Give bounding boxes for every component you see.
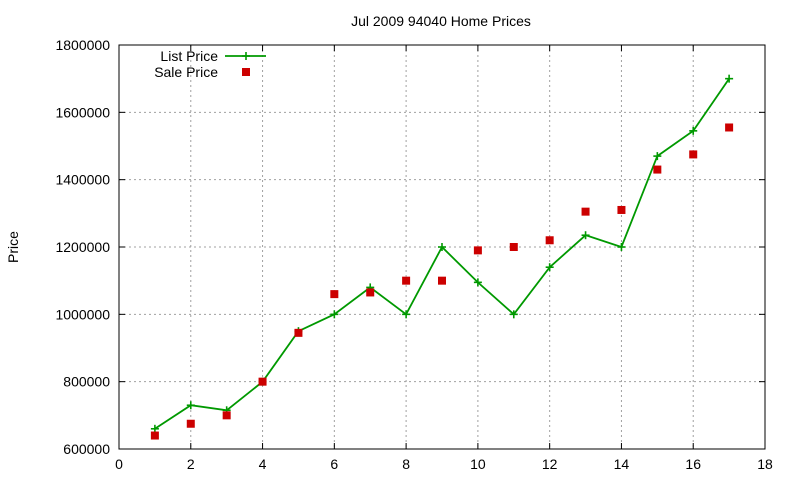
x-tick-label: 8 (402, 456, 410, 472)
plot-frame (118, 44, 766, 450)
list-price-point (617, 243, 626, 251)
series-1 (150, 123, 734, 440)
list-price-point (581, 231, 590, 240)
list-price-point (473, 278, 482, 287)
legend-label: Sale Price (154, 64, 218, 80)
x-tick-label: 4 (259, 456, 267, 472)
sale-price-point (222, 411, 231, 420)
sale-price-point (509, 243, 518, 251)
sale-price-point (294, 328, 303, 337)
y-tick-label: 600000 (63, 441, 110, 457)
sale-price-point (366, 288, 375, 297)
y-tick-label: 1600000 (55, 104, 110, 120)
x-tick-label: 18 (757, 456, 773, 472)
y-tick-label: 1400000 (55, 172, 110, 188)
series (150, 74, 734, 440)
legend-label: List Price (160, 48, 218, 64)
list-price-point (150, 424, 159, 433)
sale-price-point (438, 276, 446, 285)
sale-price-point (186, 419, 195, 428)
list-price-point (186, 401, 195, 410)
list-price-point (545, 263, 554, 272)
x-tick-label: 16 (685, 456, 701, 472)
series-0 (150, 74, 734, 433)
list-price-line (154, 78, 730, 430)
y-tick-label: 1000000 (55, 306, 110, 322)
sale-price-point (689, 150, 698, 159)
sale-price-point (258, 377, 267, 386)
legend-square-swatch (242, 68, 250, 76)
list-price-point (725, 74, 734, 83)
sale-price-point (545, 236, 554, 245)
legend-cross-swatch (242, 52, 250, 60)
list-price-point (653, 152, 662, 161)
list-price-point (438, 243, 446, 251)
sale-price-point (581, 207, 590, 216)
x-tick-label: 10 (470, 456, 486, 472)
sale-price-point (653, 165, 662, 174)
x-tick-label: 2 (187, 456, 195, 472)
list-price-point (509, 310, 518, 319)
y-tick-label: 1200000 (55, 239, 110, 255)
x-tick-label: 12 (542, 456, 558, 472)
y-tick-label: 1800000 (55, 37, 110, 53)
sale-price-point (150, 431, 159, 440)
axes: 0 2 4 6 8 10 12 14 16 18 600000 800000 1000000 120000… (55, 37, 773, 472)
x-tick-label: 14 (614, 456, 630, 472)
sale-price-point (617, 205, 626, 214)
sale-price-point (402, 276, 411, 285)
sale-price-point (473, 246, 482, 255)
x-tick-label: 0 (115, 456, 123, 472)
list-price-point (330, 310, 339, 319)
list-price-point (402, 310, 411, 319)
sale-price-point (725, 123, 734, 132)
sale-price-point (330, 290, 339, 299)
x-tick-label: 6 (330, 456, 338, 472)
chart-title: Jul 2009 94040 Home Prices (351, 13, 531, 29)
y-tick-label: 800000 (63, 374, 110, 390)
list-price-point (689, 126, 698, 135)
y-axis-label: Price (5, 231, 21, 263)
